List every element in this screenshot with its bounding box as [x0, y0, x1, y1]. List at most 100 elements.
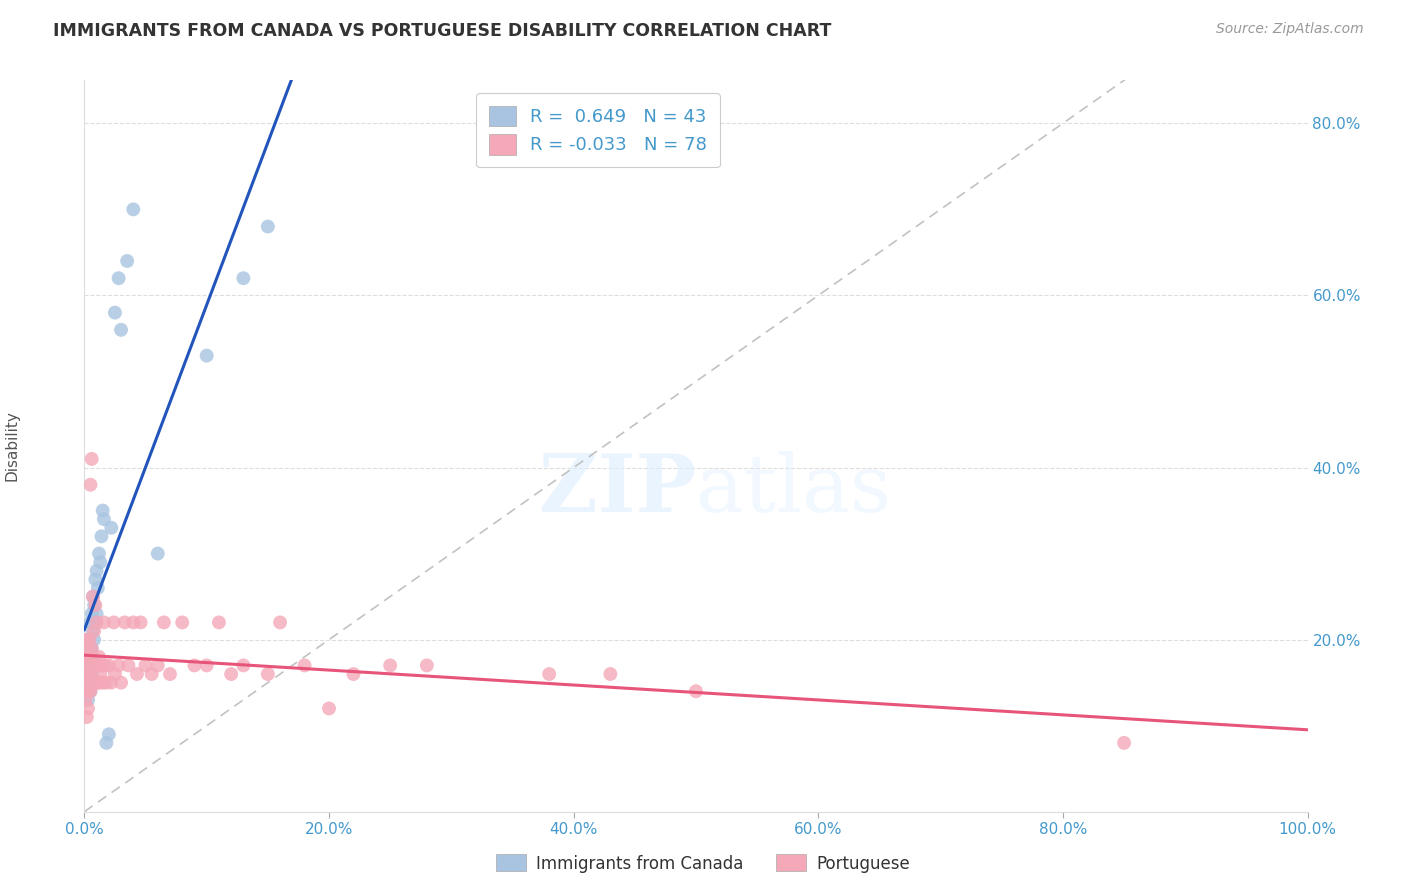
Point — [110, 323, 132, 337]
Point — [75, 658, 97, 673]
Point — [77, 667, 100, 681]
Point — [146, 658, 169, 673]
Point — [87, 658, 110, 673]
Point — [599, 667, 621, 681]
Point — [79, 684, 101, 698]
Point — [122, 202, 145, 217]
Point — [232, 271, 254, 285]
Point — [77, 701, 100, 715]
Point — [159, 667, 181, 681]
Point — [91, 675, 114, 690]
Point — [538, 667, 561, 681]
Point — [87, 547, 110, 561]
Point — [76, 667, 98, 681]
Point — [76, 675, 98, 690]
Point — [82, 649, 104, 664]
Text: atlas: atlas — [696, 450, 891, 529]
Point — [269, 615, 291, 630]
Point — [122, 615, 145, 630]
Point — [77, 658, 100, 673]
Point — [87, 675, 110, 690]
Point — [1114, 736, 1136, 750]
Point — [76, 667, 98, 681]
Point — [80, 607, 103, 621]
Point — [77, 649, 100, 664]
Point — [82, 624, 104, 638]
Point — [107, 271, 129, 285]
Point — [208, 615, 231, 630]
Point — [91, 503, 114, 517]
Point — [90, 658, 112, 673]
Point — [80, 658, 103, 673]
Point — [79, 667, 101, 681]
Point — [257, 667, 280, 681]
Point — [97, 658, 120, 673]
Point — [79, 658, 101, 673]
Point — [84, 675, 107, 690]
Point — [257, 219, 280, 234]
Point — [380, 658, 402, 673]
Point — [80, 451, 103, 466]
Point — [82, 590, 104, 604]
Point — [232, 658, 254, 673]
Point — [84, 598, 107, 612]
Point — [114, 615, 136, 630]
Point — [77, 693, 100, 707]
Point — [100, 521, 122, 535]
Point — [110, 675, 132, 690]
Point — [75, 684, 97, 698]
Point — [183, 658, 205, 673]
Point — [76, 710, 98, 724]
Point — [104, 667, 127, 681]
Point — [80, 641, 103, 656]
Point — [83, 632, 105, 647]
Point — [77, 641, 100, 656]
Point — [146, 547, 169, 561]
Point — [153, 615, 176, 630]
Point — [172, 615, 194, 630]
Point — [77, 684, 100, 698]
Point — [82, 658, 104, 673]
Point — [75, 693, 97, 707]
Text: Source: ZipAtlas.com: Source: ZipAtlas.com — [1216, 22, 1364, 37]
Point — [94, 658, 117, 673]
Point — [93, 615, 115, 630]
Point — [83, 598, 105, 612]
Point — [416, 658, 439, 673]
Point — [219, 667, 242, 681]
Point — [100, 675, 122, 690]
Point — [76, 649, 98, 664]
Point — [80, 667, 103, 681]
Legend: Immigrants from Canada, Portuguese: Immigrants from Canada, Portuguese — [489, 847, 917, 880]
Point — [318, 701, 340, 715]
Point — [342, 667, 364, 681]
Point — [86, 675, 108, 690]
Point — [79, 684, 101, 698]
Point — [135, 658, 157, 673]
Text: ZIP: ZIP — [538, 450, 696, 529]
Point — [80, 641, 103, 656]
Point — [77, 632, 100, 647]
Point — [107, 658, 129, 673]
Legend: R =  0.649   N = 43, R = -0.033   N = 78: R = 0.649 N = 43, R = -0.033 N = 78 — [477, 93, 720, 167]
Y-axis label: Disability: Disability — [4, 410, 20, 482]
Point — [84, 573, 107, 587]
Text: IMMIGRANTS FROM CANADA VS PORTUGUESE DISABILITY CORRELATION CHART: IMMIGRANTS FROM CANADA VS PORTUGUESE DIS… — [53, 22, 832, 40]
Point — [104, 305, 127, 319]
Point — [83, 624, 105, 638]
Point — [86, 607, 108, 621]
Point — [685, 684, 707, 698]
Point — [125, 667, 148, 681]
Point — [87, 675, 110, 690]
Point — [80, 675, 103, 690]
Point — [84, 615, 107, 630]
Point — [76, 632, 98, 647]
Point — [86, 615, 108, 630]
Point — [90, 529, 112, 543]
Point — [77, 632, 100, 647]
Point — [103, 615, 125, 630]
Point — [83, 675, 105, 690]
Point — [77, 667, 100, 681]
Point — [129, 615, 152, 630]
Point — [77, 649, 100, 664]
